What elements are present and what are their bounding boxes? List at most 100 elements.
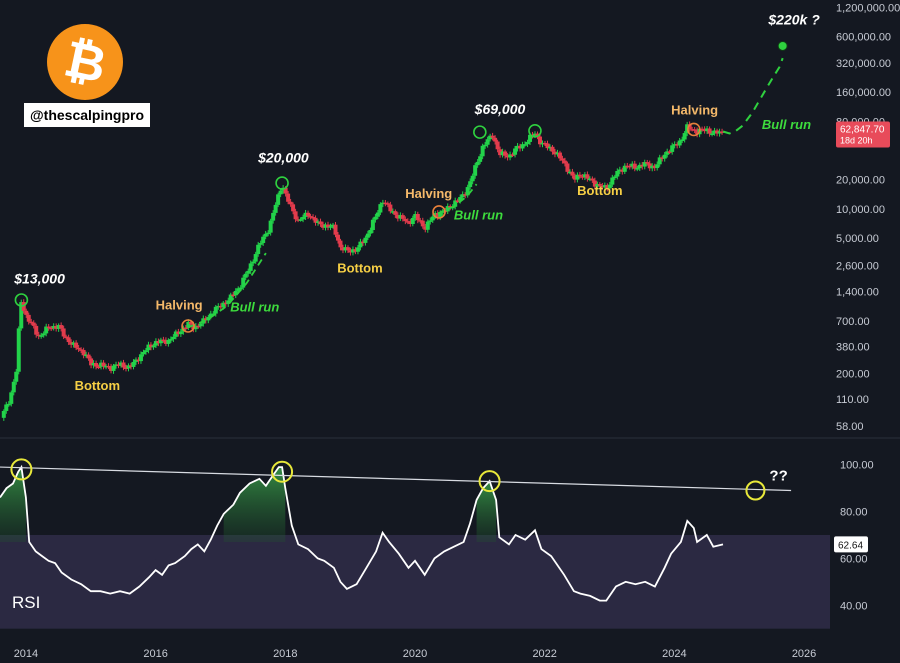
candle-body <box>710 133 715 136</box>
candle-body <box>11 381 16 393</box>
price-candle <box>712 127 717 136</box>
bitcoin-logo-icon: ₿ <box>47 24 123 100</box>
price-candle <box>707 126 712 137</box>
price-candle <box>308 213 313 220</box>
candle-body <box>46 326 51 329</box>
price-candle <box>333 221 338 238</box>
price-candle <box>248 260 253 274</box>
rsi-chart[interactable] <box>0 458 792 602</box>
candle-body <box>306 212 311 217</box>
price-candle <box>161 336 166 343</box>
price-candle <box>64 334 69 340</box>
candle-body <box>81 350 86 356</box>
annotation-label: $69,000 <box>474 101 526 117</box>
candle-body <box>24 310 29 315</box>
price-candle <box>148 342 153 351</box>
candle-body <box>540 142 545 145</box>
candle-body <box>308 216 313 218</box>
candle-body <box>340 247 345 251</box>
candle-body <box>470 175 475 182</box>
price-candle <box>465 184 470 198</box>
price-candle <box>51 323 56 331</box>
price-candle <box>642 159 647 170</box>
price-candle <box>271 210 276 224</box>
price-candle <box>585 171 590 182</box>
price-candle <box>303 209 308 220</box>
price-candle <box>39 332 44 339</box>
price-candle <box>291 202 296 215</box>
rsi-band <box>0 535 830 629</box>
price-candle <box>14 368 19 385</box>
price-candle <box>473 162 478 179</box>
annotation-label: Bottom <box>577 183 623 198</box>
rsi-peak-circle <box>478 470 501 493</box>
price-candle <box>605 183 610 192</box>
price-candle <box>243 271 248 281</box>
candle-body <box>720 131 725 133</box>
candle-body <box>121 362 126 368</box>
rsi-value-badge[interactable]: 62.64 <box>834 536 868 553</box>
price-badge-value: 62,847.70 <box>840 125 885 136</box>
candle-body <box>241 277 246 288</box>
price-candle <box>343 244 348 253</box>
candle-body <box>567 171 572 174</box>
price-candle <box>206 315 211 324</box>
price-candle <box>617 166 622 175</box>
candle-body <box>378 204 383 213</box>
price-candle <box>675 142 680 149</box>
candle-body <box>330 224 335 227</box>
price-candle <box>293 208 298 223</box>
candle-body <box>488 135 493 140</box>
candle-body <box>550 146 555 152</box>
candle-body <box>420 220 425 227</box>
candle-body <box>156 341 161 344</box>
price-candle <box>173 329 178 340</box>
price-candle <box>91 360 96 369</box>
price-candle <box>96 364 101 370</box>
candle-body <box>146 344 151 351</box>
price-axis-tick-label: 110.00 <box>836 394 869 406</box>
candle-body <box>423 226 428 230</box>
candle-body <box>313 217 318 223</box>
candle-body <box>263 233 268 237</box>
price-candle <box>640 161 645 170</box>
price-candle <box>176 328 181 337</box>
candle-body <box>223 302 228 305</box>
price-candle <box>515 143 520 152</box>
rsi-peak-circle <box>271 460 294 483</box>
candle-body <box>468 181 473 188</box>
candle-body <box>358 241 363 248</box>
candle-body <box>363 237 368 243</box>
price-candle <box>610 174 615 188</box>
price-candle <box>16 326 21 375</box>
candle-body <box>353 249 358 252</box>
candle-body <box>84 354 89 357</box>
candle-body <box>31 322 36 326</box>
time-axis-tick-label: 2018 <box>273 648 297 660</box>
candle-body <box>301 216 306 220</box>
price-candle <box>483 141 488 149</box>
candle-body <box>455 200 460 202</box>
candle-body <box>350 249 355 253</box>
candle-body <box>370 219 375 230</box>
candle-body <box>276 194 281 205</box>
candle-body <box>655 164 660 169</box>
candle-body <box>178 331 183 335</box>
price-axis-tick-label: 58.00 <box>836 421 864 433</box>
price-overlays <box>14 40 788 333</box>
price-chart[interactable] <box>1 121 725 421</box>
price-candle <box>298 217 303 222</box>
candle-body <box>670 145 675 152</box>
candle-body <box>523 144 528 146</box>
annotation-label: $20,000 <box>257 150 309 166</box>
price-candle <box>258 240 263 248</box>
candle-body <box>570 171 575 176</box>
candle-body <box>425 221 430 230</box>
candle-body <box>645 162 650 164</box>
projection-line <box>722 57 784 135</box>
candle-body <box>94 363 99 367</box>
price-candle <box>453 197 458 210</box>
price-candle <box>126 363 131 372</box>
candle-body <box>61 328 66 337</box>
